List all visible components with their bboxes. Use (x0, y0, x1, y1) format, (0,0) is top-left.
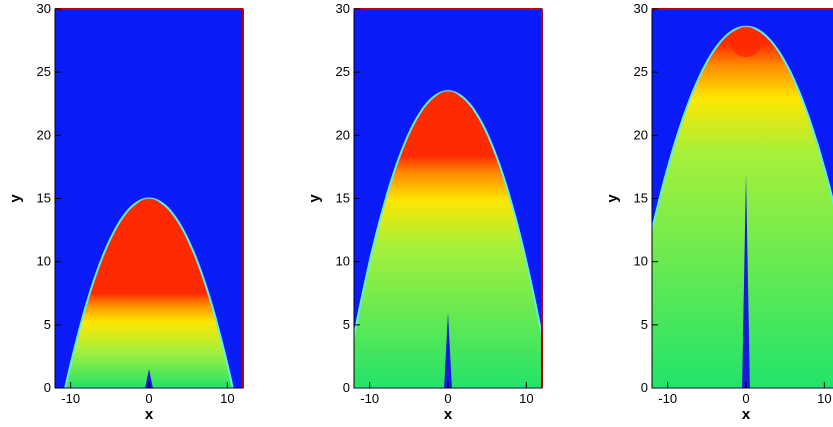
y-tick-label: 25 (336, 64, 350, 79)
y-tick-label: 15 (634, 191, 648, 206)
y-axis-label: y (604, 194, 621, 203)
heatmap-field (652, 9, 833, 388)
x-tick-label: -10 (360, 391, 379, 406)
panel-1: 0 5 10 15 20 25 30 -10 0 10 x y (7, 1, 244, 423)
x-tick-label: 10 (817, 391, 831, 406)
y-tick-label: 0 (44, 380, 51, 395)
panel-2: 0 5 10 15 20 25 30 -10 0 10 x y (306, 1, 543, 423)
heatmap-field (354, 9, 542, 388)
core-jet (145, 369, 153, 388)
panel-3: 0 5 10 15 20 25 30 -10 0 10 x y (604, 1, 833, 423)
y-axis-label: y (7, 194, 24, 203)
x-tick-label: 0 (145, 391, 152, 406)
y-tick-label: 10 (336, 254, 350, 269)
x-tick-label: 10 (519, 391, 533, 406)
y-tick-label: 5 (641, 317, 648, 332)
x-tick-label: -10 (61, 391, 80, 406)
y-tick-label: 5 (343, 317, 350, 332)
heatmap-field (55, 9, 243, 388)
y-tick-label: 0 (343, 380, 350, 395)
y-tick-label: 30 (634, 1, 648, 16)
x-tick-label: 0 (742, 391, 749, 406)
x-axis-label: x (444, 406, 453, 423)
y-tick-label: 20 (634, 127, 648, 142)
y-tick-label: 20 (336, 127, 350, 142)
y-tick-label: 25 (37, 64, 51, 79)
apex-hotspot (432, 91, 464, 122)
x-tick-label: 0 (444, 391, 451, 406)
x-tick-label: -10 (658, 391, 677, 406)
y-tick-label: 30 (37, 1, 51, 16)
apex-hotspot (730, 26, 762, 58)
x-tick-label: 10 (220, 391, 234, 406)
y-tick-label: 15 (336, 191, 350, 206)
core-jet (742, 173, 750, 388)
y-tick-label: 20 (37, 127, 51, 142)
y-tick-label: 30 (336, 1, 350, 16)
y-axis-label: y (306, 194, 323, 203)
x-axis-label: x (145, 406, 154, 423)
y-tick-label: 25 (634, 64, 648, 79)
y-tick-label: 10 (37, 254, 51, 269)
y-tick-label: 15 (37, 191, 51, 206)
core-jet (444, 312, 452, 388)
x-axis-label: x (742, 406, 751, 423)
apex-hotspot (133, 198, 165, 229)
y-tick-label: 5 (44, 317, 51, 332)
y-tick-label: 0 (641, 380, 648, 395)
y-tick-label: 10 (634, 254, 648, 269)
